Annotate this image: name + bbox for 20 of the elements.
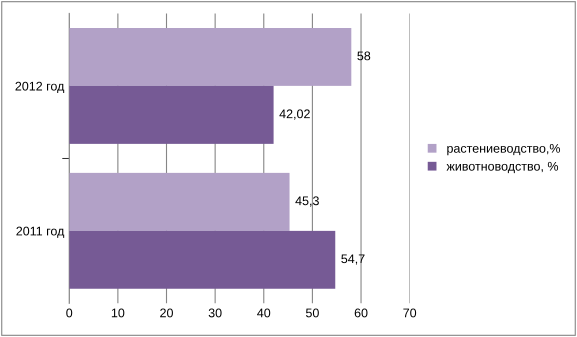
- y-tick-label: 2011 год: [16, 226, 64, 238]
- y-tick-label: 2012 год: [15, 82, 64, 93]
- data-label: 58: [357, 51, 370, 60]
- x-tick-label: 30: [208, 308, 222, 318]
- legend-label: животноводство, %: [446, 162, 558, 174]
- bar: [69, 230, 336, 289]
- bar: [69, 28, 352, 86]
- legend-label: растениеводство,%: [447, 144, 560, 156]
- x-tick-label: 50: [306, 308, 319, 318]
- data-label: 54,7: [341, 254, 365, 265]
- x-tick-label: 20: [160, 308, 173, 318]
- x-tick-label: 10: [112, 308, 124, 318]
- x-tick-label: 60: [354, 308, 368, 318]
- bar: [69, 172, 290, 231]
- x-tick-label: 70: [403, 308, 416, 318]
- bar: [69, 86, 274, 144]
- data-label: 42,02: [279, 109, 310, 120]
- x-tick-label: 0: [66, 308, 72, 318]
- data-label: 45,3: [295, 196, 319, 207]
- x-tick-label: 40: [257, 308, 270, 318]
